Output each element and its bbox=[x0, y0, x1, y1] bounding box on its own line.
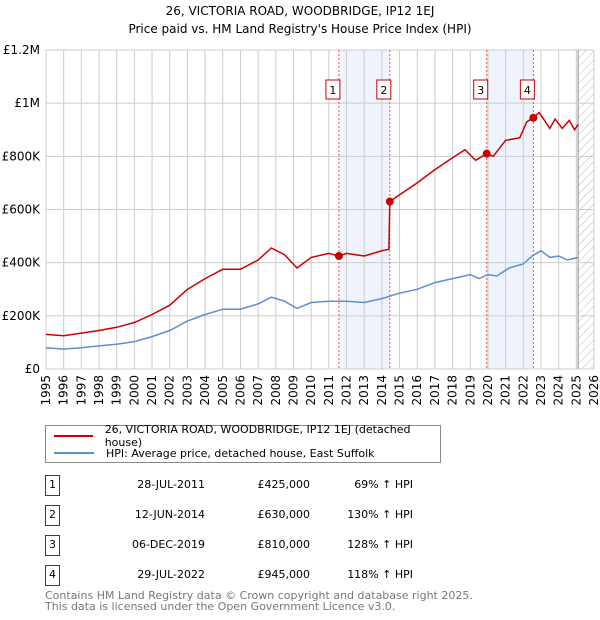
x-tick-label: 2026 bbox=[587, 375, 600, 406]
x-tick-label: 1995 bbox=[39, 375, 53, 406]
footer-copyright: Contains HM Land Registry data © Crown c… bbox=[45, 589, 473, 602]
sale-label: 1 bbox=[329, 84, 336, 97]
sale-number: 4 bbox=[45, 565, 60, 586]
chart-subtitle: Price paid vs. HM Land Registry's House … bbox=[128, 22, 471, 36]
sale-label-box bbox=[473, 79, 489, 100]
sale-date: 28-JUL-2011 bbox=[137, 478, 205, 491]
sale-point bbox=[334, 252, 343, 261]
x-tick-label: 2010 bbox=[304, 375, 318, 406]
footer: Contains HM Land Registry data © Crown c… bbox=[45, 590, 473, 612]
x-tick-label: 1999 bbox=[110, 375, 124, 406]
legend-swatch-blue bbox=[54, 452, 94, 454]
x-tick-label: 2016 bbox=[410, 375, 424, 406]
sale-hpi: 69% ↑ HPI bbox=[354, 478, 413, 491]
sale-label: 3 bbox=[477, 84, 484, 97]
table-row: 3 06-DEC-2019 £810,000 128% ↑ HPI bbox=[45, 535, 465, 556]
x-tick-label: 2007 bbox=[251, 375, 265, 406]
x-tick-label: 2002 bbox=[163, 375, 177, 406]
sale-label: 2 bbox=[380, 84, 387, 97]
sale-number: 1 bbox=[45, 475, 60, 496]
sale-label: 4 bbox=[524, 84, 531, 97]
legend-swatch-red bbox=[54, 435, 93, 437]
x-tick-label: 2003 bbox=[180, 375, 194, 406]
x-tick-label: 2015 bbox=[393, 375, 407, 406]
sale-price: £425,000 bbox=[257, 478, 311, 491]
y-tick-label: £400K bbox=[2, 256, 42, 270]
table-row: 1 28-JUL-2011 £425,000 69% ↑ HPI bbox=[45, 475, 465, 496]
x-tick-label: 2005 bbox=[216, 375, 230, 406]
x-tick-label: 2014 bbox=[375, 375, 389, 406]
sale-price: £810,000 bbox=[257, 538, 311, 551]
x-tick-label: 2025 bbox=[569, 375, 583, 406]
x-tick-label: 2000 bbox=[127, 375, 141, 406]
y-tick-label: £600K bbox=[2, 203, 42, 217]
sale-price: £945,000 bbox=[257, 568, 311, 581]
sale-hpi: 118% ↑ HPI bbox=[347, 568, 413, 581]
sale-date: 06-DEC-2019 bbox=[131, 538, 205, 551]
sale-label-box bbox=[376, 79, 392, 100]
sale-point bbox=[482, 149, 491, 158]
sale-number: 3 bbox=[45, 535, 60, 556]
x-tick-label: 2006 bbox=[233, 375, 247, 406]
legend-item-property: 26, VICTORIA ROAD, WOODBRIDGE, IP12 1EJ … bbox=[54, 423, 440, 449]
legend: 26, VICTORIA ROAD, WOODBRIDGE, IP12 1EJ … bbox=[45, 423, 441, 463]
x-tick-label: 2013 bbox=[357, 375, 371, 406]
table-row: 4 29-JUL-2022 £945,000 118% ↑ HPI bbox=[45, 565, 465, 586]
x-tick-label: 1996 bbox=[57, 375, 71, 406]
sale-label-box bbox=[325, 79, 341, 100]
sale-point bbox=[385, 197, 394, 206]
x-tick-label: 2008 bbox=[269, 375, 283, 406]
x-tick-label: 2004 bbox=[198, 375, 212, 406]
x-tick-label: 2022 bbox=[516, 375, 530, 406]
x-tick-label: 2018 bbox=[446, 375, 460, 406]
footer-licence: This data is licensed under the Open Gov… bbox=[45, 600, 396, 613]
x-tick-label: 2023 bbox=[534, 375, 548, 406]
x-tick-label: 2019 bbox=[463, 375, 477, 406]
legend-label: HPI: Average price, detached house, East… bbox=[106, 446, 375, 460]
x-tick-label: 2024 bbox=[552, 375, 566, 406]
chart-title: 26, VICTORIA ROAD, WOODBRIDGE, IP12 1EJ bbox=[166, 4, 435, 18]
price-chart: 26, VICTORIA ROAD, WOODBRIDGE, IP12 1EJ P… bbox=[2, 4, 600, 406]
hpi-line bbox=[45, 249, 579, 350]
x-tick-label: 2021 bbox=[499, 375, 513, 406]
x-tick-label: 2009 bbox=[286, 375, 300, 406]
y-tick-label: £1.2M bbox=[3, 43, 40, 57]
legend-item-hpi: HPI: Average price, detached house, East… bbox=[54, 445, 375, 461]
sale-hpi: 130% ↑ HPI bbox=[347, 508, 413, 521]
x-tick-label: 2020 bbox=[481, 375, 495, 406]
x-tick-label: 2011 bbox=[322, 375, 336, 406]
sale-hpi: 128% ↑ HPI bbox=[347, 538, 413, 551]
sale-price: £630,000 bbox=[257, 508, 311, 521]
table-row: 2 12-JUN-2014 £630,000 130% ↑ HPI bbox=[45, 505, 465, 526]
sale-label-box bbox=[519, 79, 535, 100]
x-tick-label: 2017 bbox=[428, 375, 442, 406]
y-tick-label: £800K bbox=[2, 149, 42, 163]
x-tick-label: 2001 bbox=[145, 375, 159, 406]
sale-point bbox=[529, 113, 538, 122]
x-tick-label: 2012 bbox=[340, 375, 354, 406]
y-tick-label: £0 bbox=[25, 362, 40, 376]
x-tick-label: 1997 bbox=[74, 375, 88, 406]
sale-number: 2 bbox=[45, 505, 60, 526]
x-tick-label: 1998 bbox=[92, 375, 106, 406]
y-tick-label: £1M bbox=[14, 96, 40, 110]
sale-date: 12-JUN-2014 bbox=[134, 508, 205, 521]
sale-date: 29-JUL-2022 bbox=[137, 568, 205, 581]
legend-label: 26, VICTORIA ROAD, WOODBRIDGE, IP12 1EJ … bbox=[104, 423, 411, 449]
y-tick-label: £200K bbox=[2, 309, 42, 323]
